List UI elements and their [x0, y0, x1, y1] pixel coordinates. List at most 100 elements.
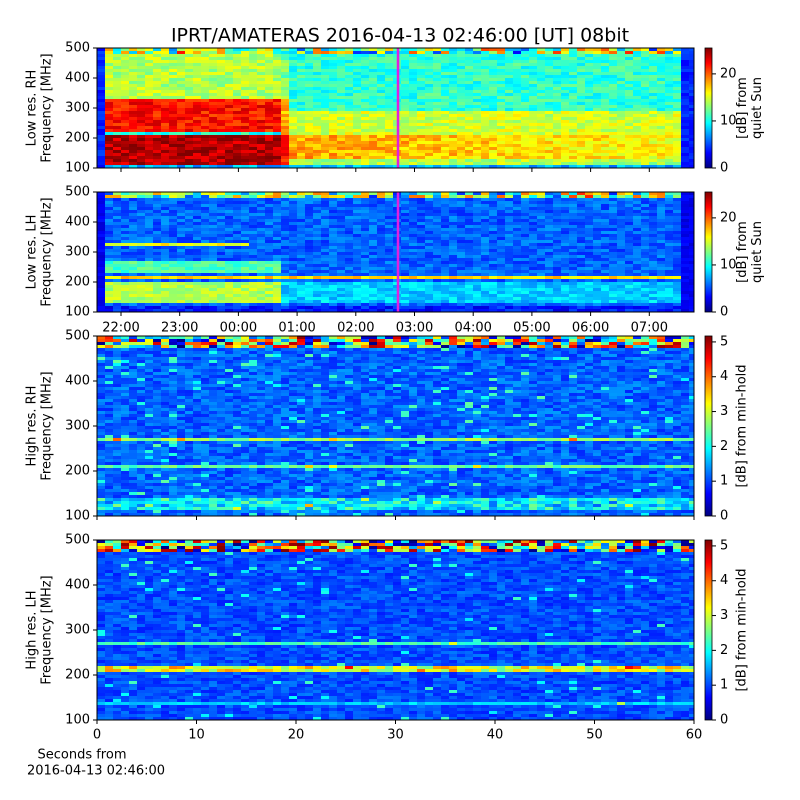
spectrogram-cell [625, 234, 633, 237]
spectrogram-cell [433, 147, 441, 150]
spectrogram-cell [329, 240, 337, 243]
spectrogram-cell [689, 249, 694, 252]
spectrogram-cell [289, 90, 297, 93]
spectrogram-cell [505, 99, 513, 102]
spectrogram-cell [633, 72, 641, 75]
spectrogram-cell [609, 57, 617, 60]
spectrogram-cell [353, 84, 361, 87]
spectrogram-cell [681, 132, 689, 135]
spectrogram-cell [689, 243, 694, 246]
spectrogram-cell [545, 105, 553, 108]
spectrogram-cell [161, 201, 169, 204]
spectrogram-cell [673, 264, 681, 267]
spectrogram-cell [233, 114, 241, 117]
spectrogram-cell [505, 69, 513, 72]
spectrogram-cell [561, 195, 569, 198]
spectrogram-cell [625, 255, 633, 258]
spectrogram-cell [201, 153, 209, 156]
spectrogram-cell [281, 126, 289, 129]
spectrogram-cell [321, 231, 329, 234]
spectrogram-cell [561, 48, 569, 51]
spectrogram-cell [497, 237, 505, 240]
spectrogram-cell [457, 93, 465, 96]
spectrogram-cell [585, 126, 593, 129]
spectrogram-cell [321, 105, 329, 108]
spectrogram-cell [569, 63, 577, 66]
spectrogram-cell [97, 240, 105, 243]
spectrogram-cell [281, 81, 289, 84]
spectrogram-cell [329, 120, 337, 123]
spectrogram-cell [425, 261, 433, 264]
spectrogram-cell [417, 99, 425, 102]
spectrogram-cell [665, 201, 673, 204]
spectrogram-cell [585, 237, 593, 240]
spectrogram-cell [265, 144, 273, 147]
spectrogram-cell [313, 219, 321, 222]
spectrogram-cell [585, 231, 593, 234]
spectrogram-cell [305, 156, 313, 159]
spectrogram-cell [209, 78, 217, 81]
spectrogram-cell [105, 252, 113, 255]
spectrogram-cell [225, 225, 233, 228]
spectrogram-cell [569, 72, 577, 75]
spectrogram-cell [193, 201, 201, 204]
spectrogram-cell [209, 162, 217, 165]
spectrogram-cell [305, 111, 313, 114]
spectrogram-cell [593, 51, 601, 54]
spectrogram-cell [441, 117, 449, 120]
spectrogram-cell [121, 156, 129, 159]
spectrogram-cell [233, 69, 241, 72]
spectrogram-cell [673, 225, 681, 228]
spectrogram-cell [577, 126, 585, 129]
spectrogram-cell [129, 210, 137, 213]
spectrogram-cell [201, 99, 209, 102]
spectrogram-cell [537, 114, 545, 117]
spectrogram-cell [313, 54, 321, 57]
spectrogram-cell [641, 81, 649, 84]
spectrogram-cell [249, 66, 257, 69]
spectrogram-cell [441, 234, 449, 237]
spectrogram-cell [417, 114, 425, 117]
spectrogram-cell [601, 117, 609, 120]
spectrogram-cell [673, 141, 681, 144]
spectrogram-cell [489, 114, 497, 117]
spectrogram-cell [353, 87, 361, 90]
spectrogram-cell [105, 108, 113, 111]
spectrogram-cell [673, 198, 681, 201]
spectrogram-cell [673, 210, 681, 213]
spectrogram-cell [257, 165, 265, 168]
spectrogram-cell [249, 213, 257, 216]
spectrogram-cell [449, 246, 457, 249]
spectrogram-cell [265, 261, 273, 264]
spectrogram-cell [385, 51, 393, 54]
spectrogram-cell [113, 120, 121, 123]
spectrogram-cell [257, 192, 265, 195]
spectrogram-cell [137, 246, 145, 249]
spectrogram-cell [417, 234, 425, 237]
spectrogram-cell [305, 201, 313, 204]
spectrogram-cell [153, 114, 161, 117]
spectrogram-cell [417, 141, 425, 144]
spectrogram-cell [633, 159, 641, 162]
spectrogram-cell [353, 210, 361, 213]
spectrogram-cell [521, 48, 529, 51]
spectrogram-cell [105, 258, 113, 261]
spectrogram-cell [433, 78, 441, 81]
spectrogram-cell [265, 159, 273, 162]
spectrogram-cell [593, 228, 601, 231]
spectrogram-cell [217, 93, 225, 96]
spectrogram-cell [457, 132, 465, 135]
spectrogram-cell [201, 69, 209, 72]
spectrogram-cell [473, 192, 481, 195]
spectrogram-cell [385, 237, 393, 240]
spectrogram-cell [345, 249, 353, 252]
spectrogram-cell [153, 123, 161, 126]
spectrogram-cell [513, 264, 521, 267]
spectrogram-cell [313, 267, 321, 270]
spectrogram-cell [505, 123, 513, 126]
spectrogram-cell [673, 192, 681, 195]
spectrogram-cell [329, 165, 337, 168]
spectrogram-cell [193, 117, 201, 120]
spectrogram-cell [449, 132, 457, 135]
spectrogram-cell [441, 105, 449, 108]
